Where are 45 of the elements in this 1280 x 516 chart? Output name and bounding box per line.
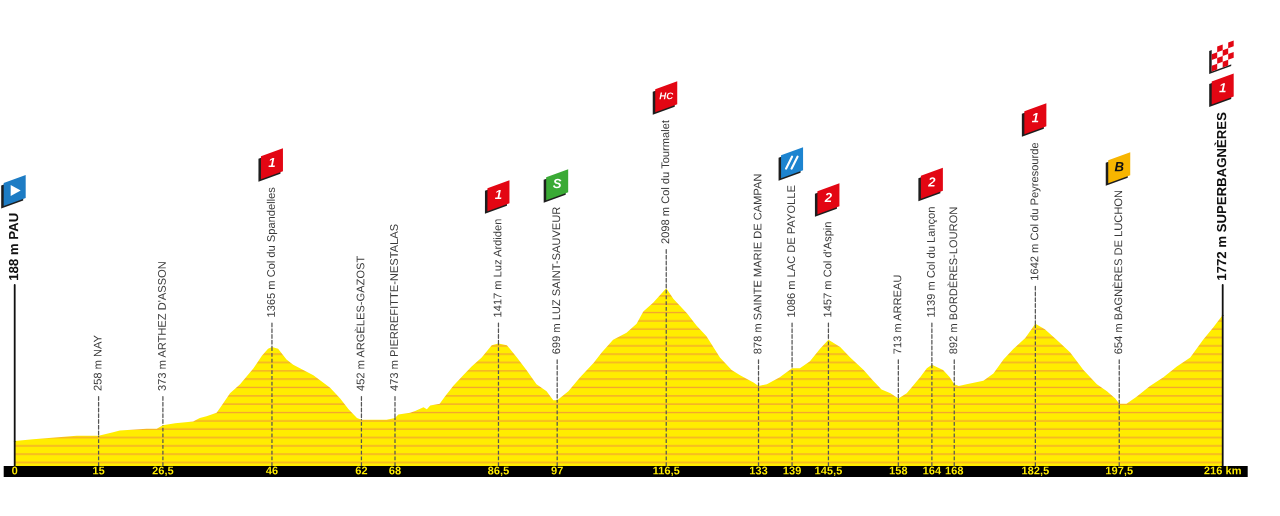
- x-tick-label: 0: [12, 466, 18, 475]
- annotation: 188 m PAU: [8, 213, 19, 280]
- annotation: 1457 m Col d'Aspin: [823, 222, 834, 317]
- x-tick-label: 216 km: [1204, 466, 1241, 475]
- x-tick-label: 133: [749, 466, 768, 475]
- annotation: 654 m BAGNÈRES DE LUCHON: [1112, 190, 1123, 354]
- x-tick-label: 46: [265, 466, 278, 475]
- x-tick-label: 62: [355, 466, 368, 475]
- annotation: 1086 m LAC DE PAYOLLE: [787, 185, 796, 317]
- annotation: 892 m BORDÈRES-LOURON: [947, 207, 958, 354]
- annotation: 1642 m Col du Peyresourde: [1030, 142, 1041, 280]
- annotation: 452 m ARGÈLES-GAZOST: [354, 256, 365, 391]
- annotation: 2098 m Col du Tourmalet: [661, 120, 670, 244]
- x-tick-label: 26,5: [152, 466, 174, 477]
- annotation: 699 m LUZ SAINT-SAUVEUR: [552, 207, 561, 354]
- annotation: 1139 m Col du Lançon: [926, 207, 938, 317]
- text: HC: [659, 92, 674, 100]
- x-tick-label: 86,5: [488, 466, 509, 477]
- x-tick-label: 68: [389, 466, 401, 475]
- annotation: 258 m NAY: [93, 335, 102, 391]
- text: 1: [268, 157, 275, 168]
- annotation: 878 m SAINTE MARIE DE CAMPAN: [753, 174, 762, 354]
- annotation: 713 m ARREAU: [893, 275, 902, 354]
- x-tick-label: 164: [923, 466, 942, 475]
- text: 1: [495, 189, 502, 200]
- annotation: 1417 m Luz Ardiden: [493, 219, 502, 317]
- text: 2: [824, 192, 832, 203]
- text: S: [552, 178, 562, 189]
- x-tick-label: 116,5: [653, 466, 680, 477]
- annotation: 1772 m SUPERBAGNÈRES: [1214, 112, 1227, 280]
- x-tick-label: 15: [93, 466, 105, 475]
- annotation: 373 m ARTHEZ D'ASSON: [158, 262, 166, 391]
- annotation: 1365 m Col du Spandelles: [266, 187, 278, 317]
- x-tick-label: 168: [945, 466, 964, 475]
- x-tick-label: 97: [551, 466, 563, 475]
- x-tick-label: 158: [889, 466, 908, 475]
- text: 1: [1219, 83, 1226, 93]
- x-tick-label: 182,5: [1022, 466, 1049, 477]
- annotation: 473 m PIERREFITTE-NESTALAS: [390, 224, 398, 391]
- text: B: [1114, 162, 1124, 172]
- text: 1: [1031, 113, 1039, 123]
- x-tick-label: 145,5: [815, 466, 843, 477]
- text: 2: [928, 177, 936, 187]
- x-tick-label: 197,5: [1106, 466, 1133, 477]
- x-tick-label: 139: [783, 466, 801, 475]
